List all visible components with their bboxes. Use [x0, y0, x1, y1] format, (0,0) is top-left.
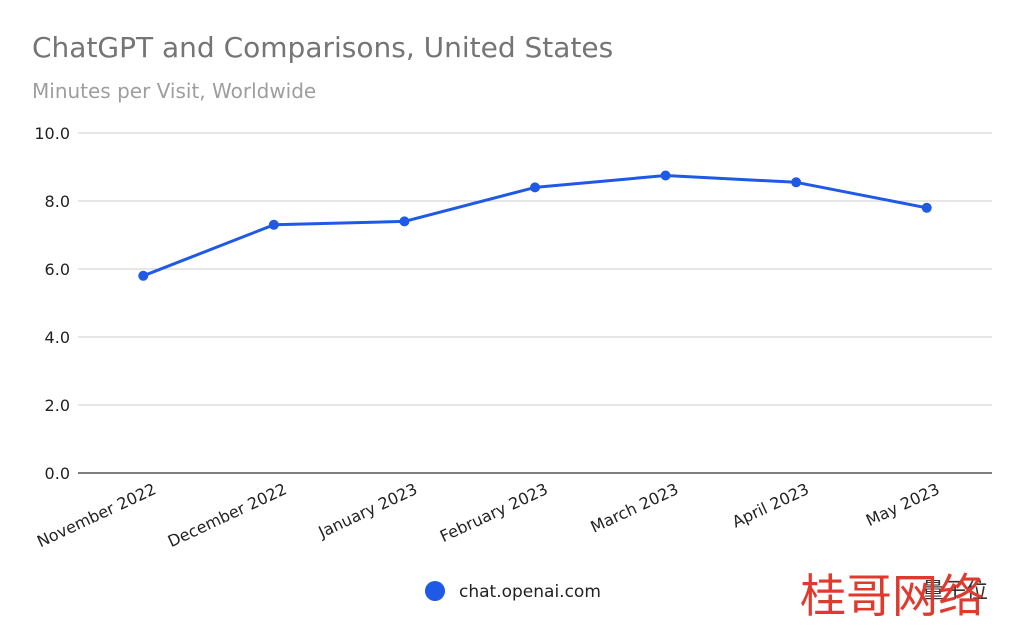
- series-layer: [138, 170, 932, 281]
- data-point: [138, 270, 149, 281]
- legend: chat.openai.com: [425, 581, 601, 602]
- y-axis-ticks: 0.0 2.0 4.0 6.0 8.0 10.0: [34, 124, 70, 483]
- legend-label: chat.openai.com: [459, 582, 601, 602]
- chart-subtitle: Minutes per Visit, Worldwide: [32, 79, 316, 103]
- y-tick-label: 4.0: [45, 328, 70, 347]
- x-tick-label: February 2023: [437, 479, 551, 546]
- data-point: [399, 216, 410, 227]
- y-tick-label: 2.0: [45, 396, 70, 415]
- y-tick-label: 0.0: [45, 464, 70, 483]
- watermark-small-text: 量子位: [922, 579, 988, 604]
- data-point: [530, 182, 540, 193]
- x-tick-label: November 2022: [34, 479, 159, 551]
- x-tick-label: March 2023: [588, 479, 682, 536]
- x-tick-label: April 2023: [729, 479, 812, 531]
- watermark-chinese-text: 桂哥网络: [800, 569, 984, 623]
- legend-swatch: [425, 581, 445, 601]
- y-tick-label: 8.0: [45, 192, 70, 211]
- x-tick-label: January 2023: [315, 479, 420, 542]
- x-tick-label: May 2023: [863, 479, 943, 530]
- y-tick-label: 10.0: [34, 124, 70, 143]
- y-tick-label: 6.0: [45, 260, 70, 279]
- gridlines: [78, 132, 992, 474]
- watermark: 量子位 桂哥网络: [800, 569, 988, 623]
- data-point: [921, 202, 932, 213]
- x-tick-label: December 2022: [165, 479, 290, 551]
- data-point: [268, 219, 279, 230]
- data-point: [660, 170, 671, 181]
- chart-title: ChatGPT and Comparisons, United States: [32, 31, 613, 64]
- data-point: [791, 177, 802, 188]
- x-axis-ticks: November 2022 December 2022 January 2023 Fe…: [34, 479, 942, 551]
